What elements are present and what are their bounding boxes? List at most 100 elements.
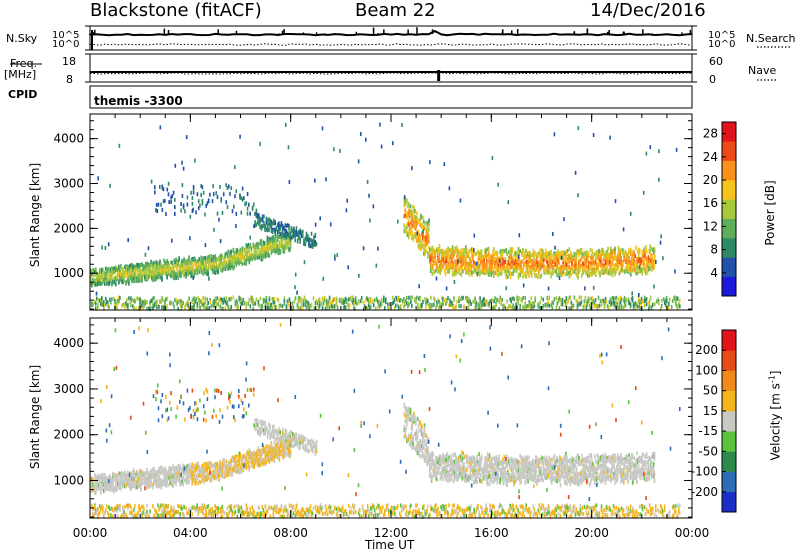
power-cell <box>638 293 640 297</box>
vel-cell <box>153 513 155 518</box>
power-cell <box>547 254 550 259</box>
power-cell <box>592 267 594 272</box>
power-cell <box>166 304 168 309</box>
power-cell <box>347 305 350 310</box>
power-cell <box>216 266 218 271</box>
power-cell <box>98 298 100 303</box>
power-cell <box>142 306 144 311</box>
power-cell <box>219 258 221 263</box>
power-cell <box>395 295 397 300</box>
power-cell <box>126 264 128 269</box>
power-cell <box>610 271 613 276</box>
power-cell <box>255 250 258 255</box>
power-cell <box>211 262 213 267</box>
power-cell <box>258 216 260 221</box>
power-cell <box>647 306 650 311</box>
power-cell <box>168 269 170 274</box>
power-cell <box>527 253 529 257</box>
power-cell <box>509 304 511 309</box>
power-cell <box>403 200 406 205</box>
power-cell <box>422 215 424 220</box>
power-cell <box>188 264 190 269</box>
power-cell <box>347 265 349 270</box>
power-cell <box>430 266 433 271</box>
vel-cell <box>207 504 209 509</box>
power-cell <box>441 295 443 300</box>
power-cell <box>231 255 234 260</box>
power-cell <box>574 256 577 260</box>
power-cell <box>161 276 163 281</box>
vel-cell <box>181 506 183 511</box>
power-cell <box>150 263 152 268</box>
power-cell <box>294 296 297 301</box>
power-cell <box>314 178 316 183</box>
power-cell <box>532 306 535 311</box>
power-cell <box>264 250 267 255</box>
power-cell <box>467 269 470 274</box>
power-cell <box>499 271 501 276</box>
power-cell <box>632 255 635 260</box>
power-cell <box>124 305 126 310</box>
power-cell <box>623 303 626 308</box>
power-cell <box>166 271 168 276</box>
power-cell <box>228 253 231 258</box>
power-cell <box>178 298 180 303</box>
power-cell <box>473 268 476 273</box>
power-cell <box>588 261 591 266</box>
power-cell <box>527 304 530 309</box>
power-cell <box>554 256 557 261</box>
power-cell <box>557 258 559 263</box>
power-cell <box>465 245 467 250</box>
power-cell <box>486 263 488 268</box>
power-cell <box>501 266 503 271</box>
power-cell <box>250 254 253 259</box>
power-cell <box>281 304 284 309</box>
power-cell <box>575 252 578 257</box>
power-cell <box>640 299 643 304</box>
power-cell <box>523 255 526 260</box>
power-cell <box>184 266 186 270</box>
power-cell <box>556 259 558 264</box>
power-cell <box>510 255 513 260</box>
power-cell <box>344 296 347 301</box>
power-cell <box>429 248 431 253</box>
vel-cell <box>92 512 94 517</box>
power-cell <box>276 234 279 239</box>
power-cell <box>409 209 412 214</box>
power-cell <box>456 263 458 268</box>
power-cell <box>191 257 193 261</box>
vel-cell <box>173 512 175 517</box>
power-cell <box>255 208 258 213</box>
power-cell <box>180 273 182 278</box>
power-cell <box>212 261 214 266</box>
power-cell <box>451 260 454 265</box>
power-cell <box>197 206 200 211</box>
power-cell <box>637 269 640 274</box>
power-cell <box>94 282 96 287</box>
power-cell <box>543 268 545 273</box>
vel-cell <box>187 510 189 515</box>
power-cell <box>486 253 488 258</box>
power-cell <box>614 254 616 259</box>
power-cell <box>162 264 164 269</box>
power-cell <box>178 263 180 268</box>
power-cell <box>170 260 172 265</box>
power-cell <box>247 247 250 252</box>
freq-tick-top: 18 <box>62 55 76 68</box>
power-cell <box>524 254 527 259</box>
power-cell <box>479 255 482 259</box>
power-cell <box>443 257 446 261</box>
power-cell <box>192 265 194 270</box>
power-cell <box>631 298 634 303</box>
power-cell <box>92 277 94 282</box>
power-cell <box>138 276 140 281</box>
power-cell <box>480 254 483 259</box>
power-cell <box>491 156 494 161</box>
power-cell <box>202 261 204 266</box>
power-cell <box>602 250 605 255</box>
power-cell <box>660 304 663 308</box>
power-cell <box>153 296 155 300</box>
power-cell <box>673 295 676 300</box>
power-cell <box>215 302 217 307</box>
power-cell <box>132 273 134 278</box>
